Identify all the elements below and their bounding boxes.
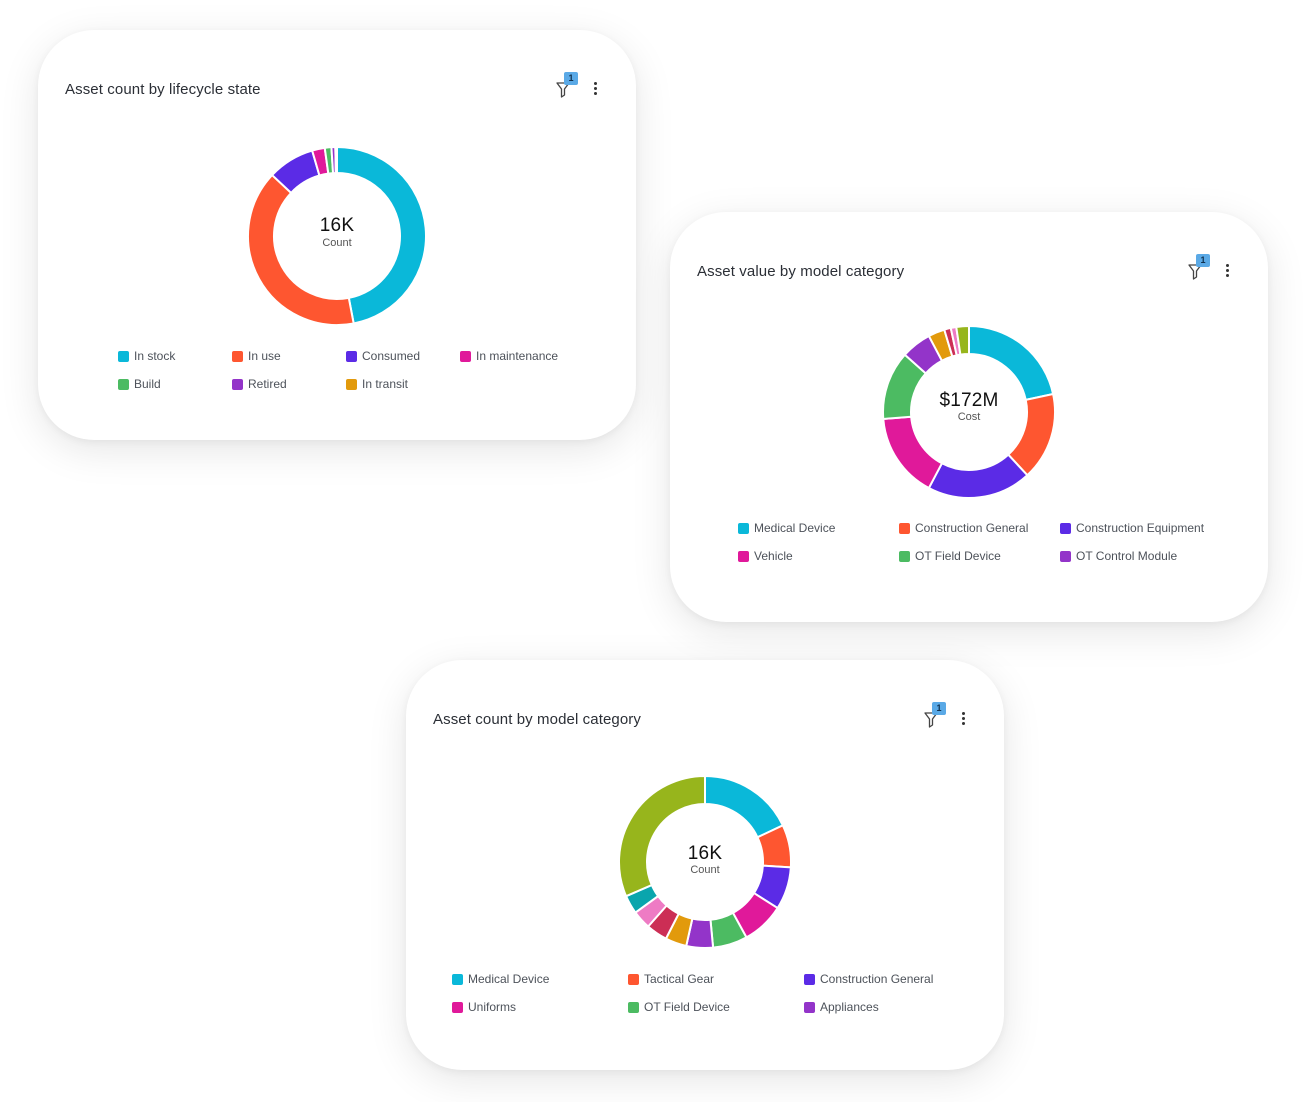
legend-swatch xyxy=(628,973,639,985)
legend-swatch xyxy=(1060,522,1071,534)
legend-label: In maintenance xyxy=(476,349,559,363)
more-options-icon[interactable] xyxy=(590,82,600,98)
legend-item-uniforms[interactable]: Uniforms xyxy=(452,999,516,1015)
donut-chart xyxy=(882,324,1056,499)
legend-swatch xyxy=(118,378,129,390)
legend-label: OT Control Module xyxy=(1076,549,1178,563)
donut-slice-vehicle[interactable] xyxy=(882,415,944,490)
legend-label: Uniforms xyxy=(468,1000,517,1014)
legend-item-consumed[interactable]: Consumed xyxy=(346,348,420,364)
legend-swatch xyxy=(232,350,243,362)
legend-item-construction-general[interactable]: Construction General xyxy=(899,520,1028,536)
legend-item-retired[interactable]: Retired xyxy=(232,376,287,392)
legend-item-ot-field-device[interactable]: OT Field Device xyxy=(899,548,1001,564)
donut-slice-medical-device[interactable] xyxy=(704,774,785,839)
legend-item-build[interactable]: Build xyxy=(118,376,161,392)
legend-label: Construction Equipment xyxy=(1076,521,1205,535)
chart-title: Asset count by lifecycle state xyxy=(65,81,261,98)
filter-count-badge: 1 xyxy=(1196,254,1210,267)
chart-title: Asset count by model category xyxy=(433,711,642,728)
filter-count-badge: 1 xyxy=(932,702,946,715)
legend-label: In stock xyxy=(134,349,176,363)
legend-label: Appliances xyxy=(820,1000,879,1014)
legend-swatch xyxy=(452,1001,463,1013)
chart-title: Asset value by model category xyxy=(697,263,905,280)
legend-swatch xyxy=(232,378,243,390)
more-options-icon[interactable] xyxy=(958,712,968,728)
legend-item-appliances[interactable]: Appliances xyxy=(804,999,879,1015)
center-label: Count xyxy=(690,864,720,876)
center-value: 16K xyxy=(319,215,355,236)
legend-swatch xyxy=(899,522,910,534)
donut-slice-in-stock[interactable] xyxy=(336,145,427,325)
legend-item-construction-general[interactable]: Construction General xyxy=(804,971,933,987)
legend-item-in-stock[interactable]: In stock xyxy=(118,348,175,364)
chart-card-lifecycle-state: Asset count by lifecycle state 1 16K Cou… xyxy=(38,30,636,440)
chart-card-count-by-model-category: Asset count by model category 1 16K Coun… xyxy=(406,660,1004,1070)
legend-swatch xyxy=(1060,550,1071,562)
legend-label: Consumed xyxy=(362,349,421,363)
legend-swatch xyxy=(899,550,910,562)
legend-swatch xyxy=(346,378,357,390)
legend-item-medical-device[interactable]: Medical Device xyxy=(452,971,549,987)
center-label: Count xyxy=(322,237,352,249)
legend-label: Vehicle xyxy=(754,549,793,563)
legend-swatch xyxy=(118,350,129,362)
legend-swatch xyxy=(804,973,815,985)
legend-item-construction-equipment[interactable]: Construction Equipment xyxy=(1060,520,1204,536)
legend-item-in-use[interactable]: In use xyxy=(232,348,281,364)
legend-swatch xyxy=(738,522,749,534)
legend-item-ot-control-module[interactable]: OT Control Module xyxy=(1060,548,1177,564)
donut-slice-10[interactable] xyxy=(618,774,706,898)
legend-label: OT Field Device xyxy=(915,549,1001,563)
filter-button[interactable]: 1 xyxy=(556,72,578,100)
legend-swatch xyxy=(628,1001,639,1013)
legend-label: Retired xyxy=(248,377,287,391)
donut-slice-construction-equipment[interactable] xyxy=(927,453,1029,499)
donut-slice-in-use[interactable] xyxy=(247,173,355,326)
legend-label: Construction General xyxy=(820,972,934,986)
legend-item-tactical-gear[interactable]: Tactical Gear xyxy=(628,971,714,987)
donut-slice-in-transit[interactable] xyxy=(334,145,338,175)
legend-swatch xyxy=(452,973,463,985)
filter-button[interactable]: 1 xyxy=(1188,254,1210,282)
legend-swatch xyxy=(804,1001,815,1013)
legend-item-in-maintenance[interactable]: In maintenance xyxy=(460,348,558,364)
filter-count-badge: 1 xyxy=(564,72,578,85)
legend-label: Tactical Gear xyxy=(644,972,715,986)
legend-item-medical-device[interactable]: Medical Device xyxy=(738,520,835,536)
center-value: 16K xyxy=(687,843,723,864)
chart-card-value-by-model-category: Asset value by model category 1 $172M Co… xyxy=(670,212,1268,622)
legend-label: Medical Device xyxy=(754,521,836,535)
donut-chart xyxy=(247,145,427,326)
center-label: Cost xyxy=(957,411,981,423)
legend-swatch xyxy=(460,350,471,362)
legend-label: Medical Device xyxy=(468,972,550,986)
filter-button[interactable]: 1 xyxy=(924,702,946,730)
legend-label: In transit xyxy=(362,377,409,391)
legend-swatch xyxy=(346,350,357,362)
legend-label: Construction General xyxy=(915,521,1029,535)
legend-item-vehicle[interactable]: Vehicle xyxy=(738,548,793,564)
center-value: $172M xyxy=(939,390,999,411)
legend-label: In use xyxy=(248,349,281,363)
legend-label: Build xyxy=(134,377,161,391)
legend-swatch xyxy=(738,550,749,562)
more-options-icon[interactable] xyxy=(1222,264,1232,280)
donut-slice-9[interactable] xyxy=(955,324,970,356)
legend-label: OT Field Device xyxy=(644,1000,730,1014)
donut-slice-medical-device[interactable] xyxy=(968,324,1055,402)
legend-item-in-transit[interactable]: In transit xyxy=(346,376,408,392)
donut-chart xyxy=(618,774,792,949)
legend-item-ot-field-device[interactable]: OT Field Device xyxy=(628,999,730,1015)
